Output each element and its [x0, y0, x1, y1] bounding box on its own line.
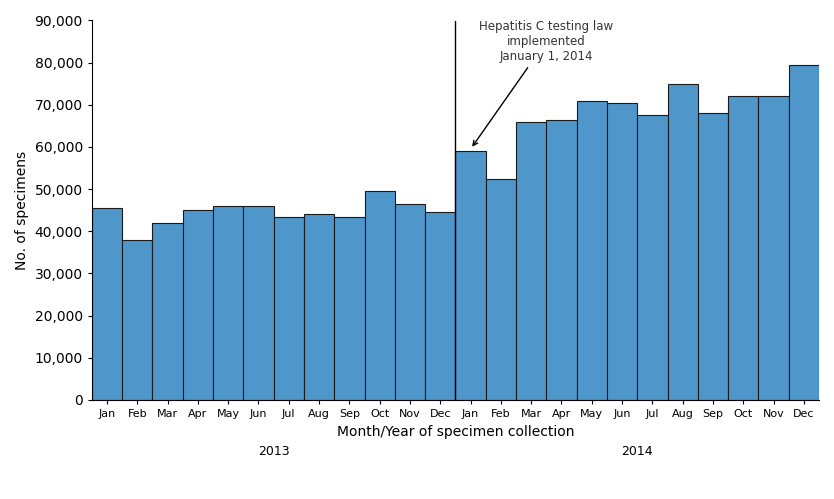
Bar: [698, 113, 728, 400]
Bar: [394, 204, 425, 400]
Bar: [153, 223, 183, 400]
X-axis label: Month/Year of specimen collection: Month/Year of specimen collection: [337, 425, 574, 439]
Text: 2013: 2013: [258, 446, 289, 459]
Bar: [637, 115, 667, 400]
Bar: [455, 151, 485, 400]
Bar: [667, 84, 698, 400]
Bar: [274, 217, 304, 400]
Bar: [425, 213, 455, 400]
Bar: [122, 240, 153, 400]
Bar: [334, 217, 364, 400]
Bar: [516, 122, 546, 400]
Bar: [789, 65, 819, 400]
Bar: [728, 96, 758, 400]
Text: 2014: 2014: [621, 446, 653, 459]
Bar: [244, 206, 274, 400]
Bar: [183, 210, 213, 400]
Bar: [304, 215, 334, 400]
Bar: [576, 101, 607, 400]
Bar: [485, 179, 516, 400]
Bar: [213, 206, 244, 400]
Bar: [364, 191, 394, 400]
Bar: [92, 208, 122, 400]
Y-axis label: No. of specimens: No. of specimens: [15, 151, 29, 270]
Text: Hepatitis C testing law
implemented
January 1, 2014: Hepatitis C testing law implemented Janu…: [473, 19, 613, 146]
Bar: [546, 120, 576, 400]
Bar: [758, 96, 789, 400]
Bar: [607, 103, 637, 400]
